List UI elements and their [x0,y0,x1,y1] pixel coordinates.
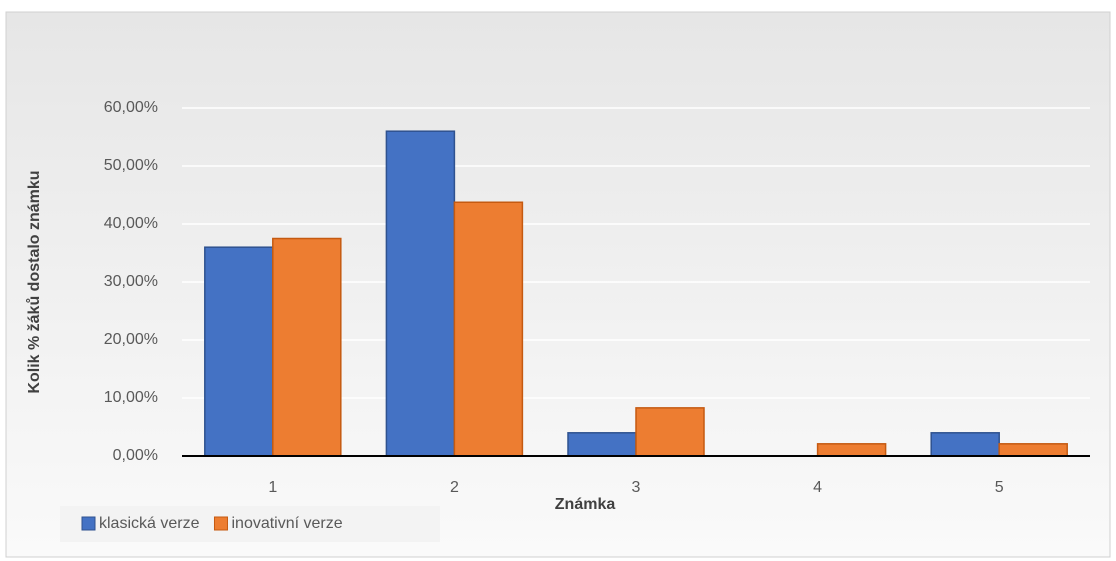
bar [453,201,524,457]
chart-background [5,11,1111,558]
bar [204,246,274,457]
y-tick-label: 10,00% [104,389,158,406]
y-axis-title: Kolik % žáků dostalo známku [26,170,43,393]
y-tick-label: 30,00% [104,273,158,290]
y-tick-label: 0,00% [113,447,158,464]
legend-swatch [81,516,96,531]
x-tick-label: 5 [995,479,1004,496]
x-tick-label: 1 [268,479,277,496]
bar [930,432,1000,457]
bar [635,407,705,457]
bar [816,443,887,457]
legend-label: inovativní verze [231,515,342,532]
x-tick-label: 2 [450,479,459,496]
x-tick-label: 4 [813,479,822,496]
x-tick-label: 3 [632,479,641,496]
bar [272,237,342,457]
bar [567,432,637,457]
y-tick-label: 40,00% [104,215,158,232]
y-tick-label: 60,00% [104,99,158,116]
legend-swatch [213,516,228,531]
legend-label: klasická verze [99,515,200,532]
y-tick-label: 20,00% [104,331,158,348]
bar [998,443,1068,457]
x-axis-title: Známka [555,496,616,513]
legend-box [60,506,440,542]
y-tick-label: 50,00% [104,157,158,174]
bar [385,130,456,457]
